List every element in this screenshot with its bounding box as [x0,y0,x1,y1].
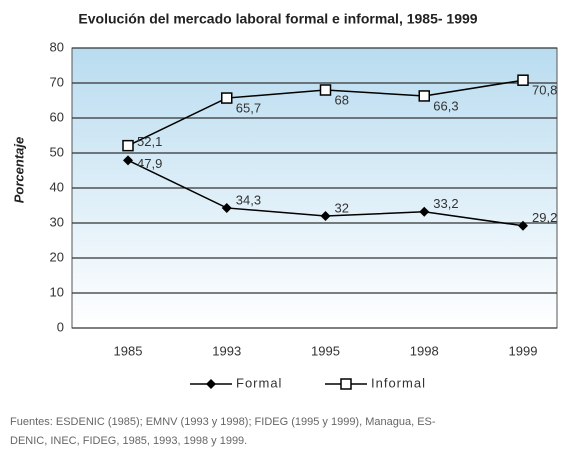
data-label: 29,2 [532,210,557,225]
legend-label: Formal [236,375,282,390]
data-label: 34,3 [236,192,261,207]
x-tick-label: 1995 [311,343,340,358]
marker [340,378,352,390]
data-label: 33,2 [433,196,458,211]
data-label: 52,1 [137,134,162,149]
y-tick-label: 60 [50,109,64,124]
marker [123,155,133,166]
data-label: 65,7 [236,100,261,115]
source-note: Fuentes: ESDENIC (1985); EMNV (1993 y 19… [10,416,436,428]
y-tick-label: 0 [57,319,64,334]
marker [221,92,233,104]
y-axis-label: Porcentaje [11,137,26,203]
marker [206,379,216,389]
data-label: 47,9 [137,156,162,171]
data-label: 32 [335,200,349,215]
marker [122,139,134,152]
y-tick-label: 40 [50,179,64,194]
y-tick-label: 20 [50,249,64,264]
data-label: 70,8 [532,83,557,98]
marker [221,202,232,213]
marker [518,220,528,231]
legend-label: Informal [371,375,426,390]
x-tick-label: 1985 [114,343,143,358]
y-tick-label: 30 [50,214,64,229]
y-tick-label: 10 [50,284,64,299]
y-tick-label: 70 [50,74,64,89]
marker [319,84,332,96]
data-label: 66,3 [433,98,458,113]
marker [418,90,430,102]
x-tick-label: 1999 [509,343,538,358]
marker [419,206,430,217]
data-label: 68 [335,92,349,107]
marker [517,74,529,86]
y-tick-label: 80 [50,39,64,54]
chart-title: Evolución del mercado laboral formal e i… [78,11,477,27]
source-note: DENIC, INEC, FIDEG, 1985, 1993, 1998 y 1… [10,435,247,447]
x-tick-label: 1998 [410,343,439,358]
x-tick-label: 1993 [212,343,241,358]
marker [320,211,331,221]
y-tick-label: 50 [50,144,64,159]
